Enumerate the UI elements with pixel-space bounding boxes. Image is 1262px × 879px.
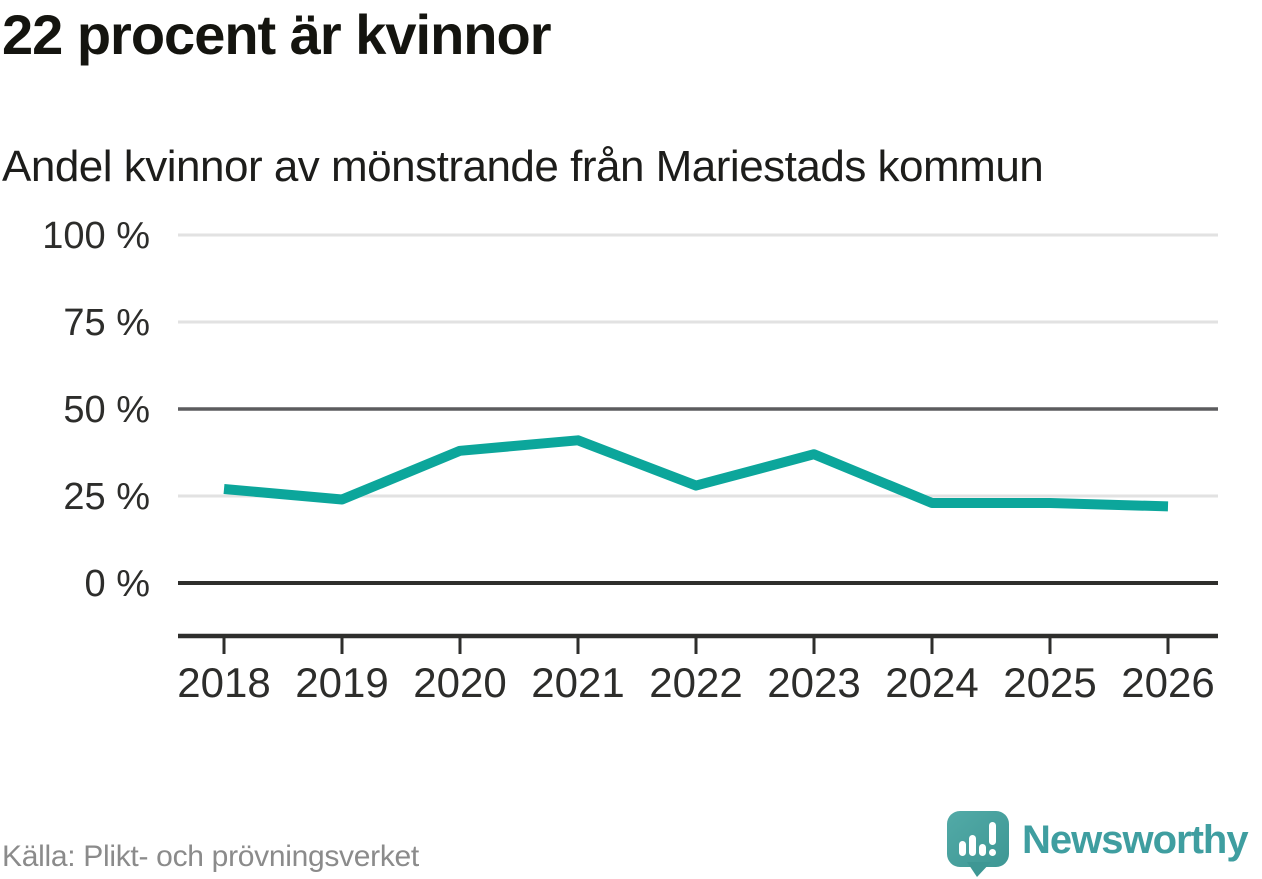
- x-tick-label: 2024: [885, 659, 978, 706]
- newsworthy-logo-icon: [947, 811, 1009, 877]
- line-chart: 0 % 25 % 50 % 75 % 100 % 2018 2019 2020 2021 2022…: [42, 215, 1218, 706]
- x-tick-label: 2018: [177, 659, 270, 706]
- x-tick-label: 2026: [1121, 659, 1214, 706]
- data-line: [223, 435, 1169, 512]
- x-tick-label: 2023: [767, 659, 860, 706]
- y-tick-label: 50 %: [63, 389, 150, 431]
- brand-name: Newsworthy: [1022, 817, 1249, 862]
- x-tick-label: 2020: [413, 659, 506, 706]
- brand-logo: Newsworthy: [946, 810, 1249, 878]
- x-tick-label: 2022: [649, 659, 742, 706]
- y-tick-label: 25 %: [63, 476, 150, 518]
- y-tick-label: 100 %: [42, 215, 150, 257]
- x-tick-label: 2021: [531, 659, 624, 706]
- x-tick-label: 2019: [295, 659, 388, 706]
- y-tick-label: 75 %: [63, 302, 150, 344]
- chart-subtitle: Andel kvinnor av mönstrande från Mariest…: [2, 142, 1044, 191]
- page-title: 22 procent är kvinnor: [2, 3, 552, 66]
- source-note: Källa: Plikt- och prövningsverket: [2, 840, 419, 873]
- x-tick-label: 2025: [1003, 659, 1096, 706]
- y-tick-label: 0 %: [85, 563, 150, 605]
